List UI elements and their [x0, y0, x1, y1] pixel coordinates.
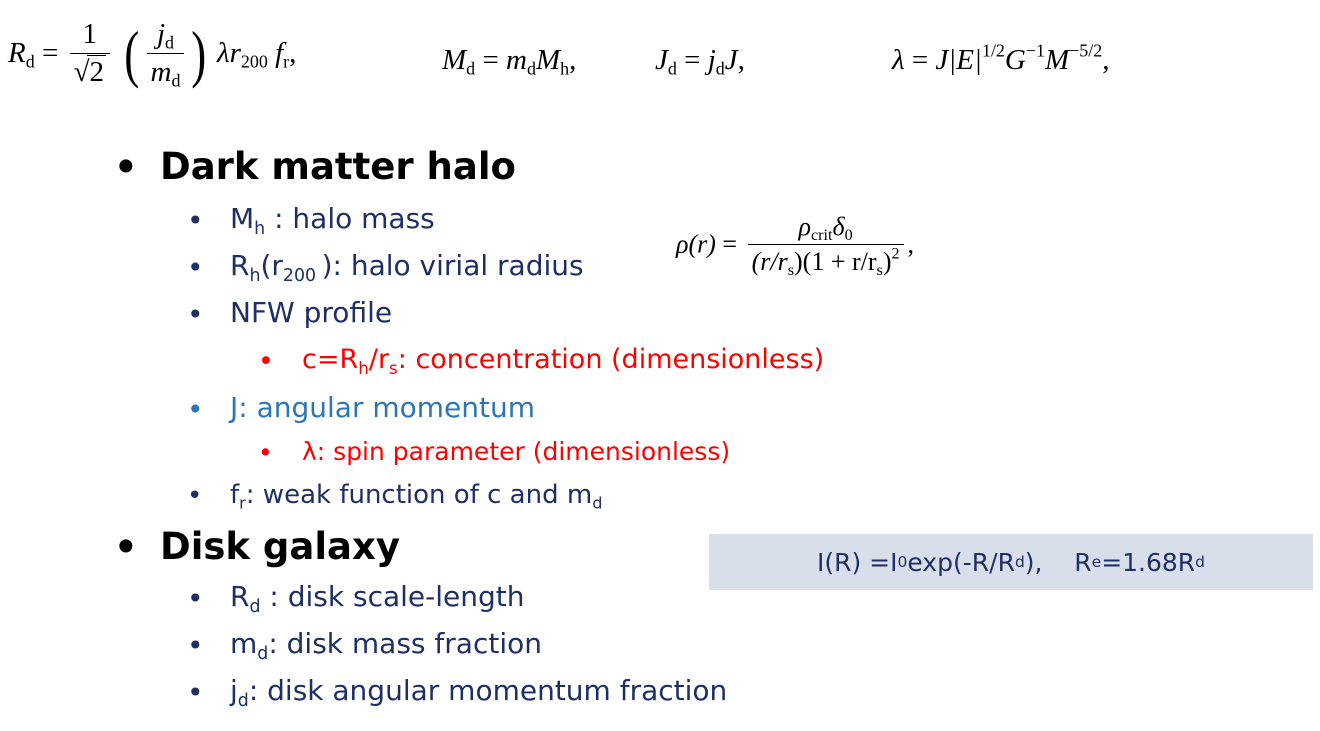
bullet-dot: •: [187, 393, 204, 426]
disk-angular-momentum-equation: Jd = jdJ,: [655, 44, 745, 79]
concentration-item: c=Rh/rs: concentration (dimensionless): [302, 344, 825, 378]
disk-mass-fraction-item: md: disk mass fraction: [230, 627, 542, 665]
weak-function-item: fr: weak function of c and md: [230, 480, 603, 513]
spin-parameter-equation: λ = J|E|1/2G−1M−5/2,: [892, 40, 1110, 76]
bullet-dot: •: [187, 676, 204, 709]
section-title-halo: Dark matter halo: [160, 145, 516, 188]
spin-parameter-item: λ: spin parameter (dimensionless): [302, 437, 731, 466]
disk-angular-momentum-fraction-item: jd: disk angular momentum fraction: [230, 674, 728, 712]
bullet-dot: •: [187, 582, 204, 615]
nfw-profile-item: NFW profile: [230, 296, 393, 329]
bullet-dot: •: [114, 526, 138, 569]
angular-momentum-item: J: angular momentum: [230, 391, 536, 424]
bullet-dot: •: [114, 146, 138, 189]
disk-scale-length-item: Rd : disk scale-length: [230, 580, 525, 618]
bullet-dot: •: [258, 438, 273, 467]
bullet-dot: •: [187, 204, 204, 237]
disk-radius-equation: Rd = 1 √2 ( jd md ) λr200 fr,: [8, 17, 297, 91]
halo-mass-item: Mh : halo mass: [230, 202, 435, 240]
halo-radius-item: Rh(r200 ): halo virial radius: [230, 249, 584, 287]
nfw-density-equation: ρ(r) = ρcritδ0 (r/rs)(1 + r/rs)2 ,: [676, 212, 915, 279]
bullet-dot: •: [187, 298, 204, 331]
bullet-dot: •: [258, 346, 274, 377]
bullet-dot: •: [187, 481, 203, 511]
bullet-dot: •: [187, 251, 204, 284]
bullet-dot: •: [187, 629, 204, 662]
section-title-disk: Disk galaxy: [160, 525, 400, 568]
disk-mass-equation: Md = mdMh,: [442, 44, 577, 79]
